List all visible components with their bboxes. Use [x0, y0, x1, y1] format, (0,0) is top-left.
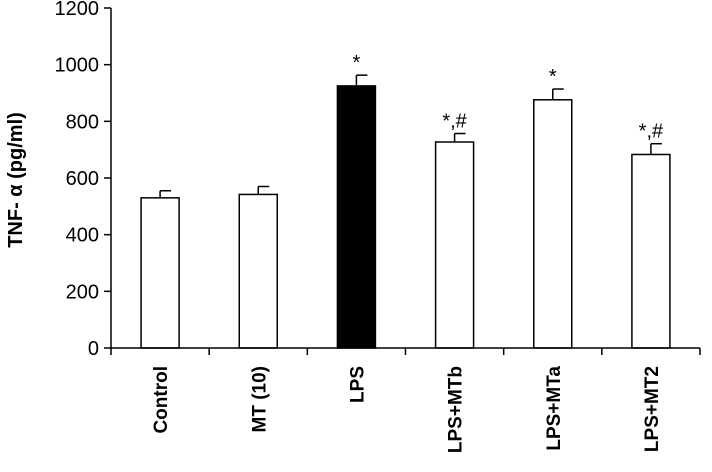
significance-label: *: [549, 66, 557, 88]
y-tick-label: 200: [66, 281, 99, 303]
y-tick-label: 1200: [55, 0, 100, 20]
significance-label: *,#: [639, 121, 664, 143]
bar-lps-mt2: [631, 153, 671, 349]
bar-mt-10: [238, 193, 278, 349]
x-category-label: Control: [151, 366, 172, 434]
y-axis: 0 200 400 600 800 1000 1200: [55, 0, 112, 360]
x-category-label: MT (10): [249, 366, 270, 433]
bar-lps: [336, 85, 377, 349]
y-tick-label: 600: [66, 168, 99, 190]
x-category-label: LPS+MTb: [446, 366, 467, 453]
y-tick-label: 1000: [55, 55, 100, 77]
y-axis-title: TNF- α (pg/ml): [5, 112, 27, 248]
bar-lps-mtb: [434, 141, 475, 349]
x-axis: Control MT (10) LPS LPS+MTb LPS+MTa LPS+MT2: [110, 347, 701, 453]
bar-control: [140, 197, 180, 349]
y-tick-label: 0: [88, 338, 99, 360]
x-category-label: LPS: [347, 366, 368, 403]
significance-label: *: [353, 52, 361, 74]
significance-label: *,#: [442, 111, 467, 133]
y-tick-label: 800: [66, 111, 99, 133]
x-category-label: LPS+MTa: [544, 366, 565, 451]
x-category-label: LPS+MT2: [642, 366, 663, 452]
bar-lps-mta: [533, 99, 573, 349]
bars: * *,# * *,#: [140, 52, 671, 349]
y-tick-label: 400: [66, 225, 99, 247]
